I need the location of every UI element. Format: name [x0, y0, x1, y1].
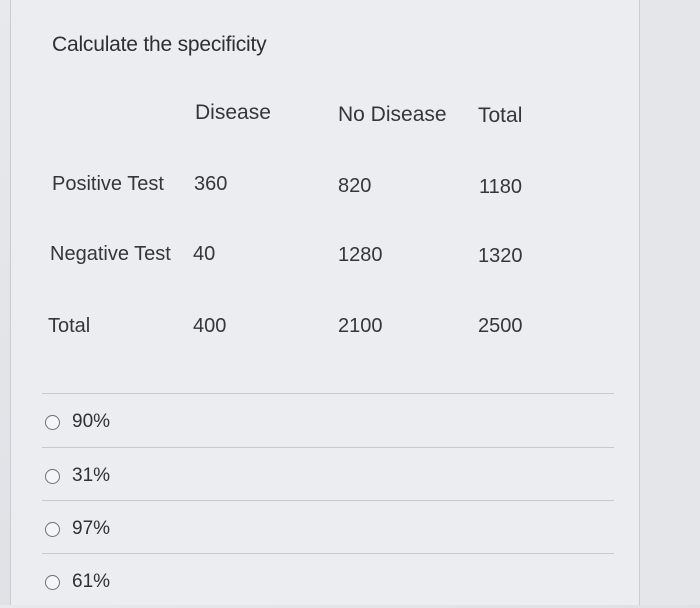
- answer-option-label: 31%: [72, 465, 111, 486]
- divider: [42, 447, 614, 448]
- cell-no-disease: 820: [338, 175, 372, 197]
- cell-disease: 360: [194, 173, 228, 195]
- radio-button[interactable]: [45, 574, 60, 590]
- side-panel: [640, 0, 700, 605]
- cell-total: 1320: [478, 245, 523, 267]
- radio-button[interactable]: [45, 414, 60, 430]
- cell-total: 1180: [479, 176, 523, 198]
- row-label: Positive Test: [52, 173, 164, 195]
- answer-option[interactable]: 97%: [42, 503, 612, 555]
- answer-option[interactable]: 90%: [42, 396, 612, 448]
- radio-button[interactable]: [45, 521, 60, 537]
- header-total: Total: [478, 104, 523, 127]
- cell-no-disease: 2100: [338, 315, 383, 337]
- cell-total: 2500: [478, 315, 523, 337]
- divider: [42, 500, 614, 501]
- cell-no-disease: 1280: [338, 244, 383, 266]
- question-card: [10, 0, 640, 605]
- answer-option-label: 90%: [72, 411, 111, 432]
- row-label: Total: [48, 315, 91, 337]
- header-no-disease: No Disease: [338, 103, 447, 126]
- answer-option-label: 61%: [72, 571, 111, 592]
- cell-disease: 400: [193, 315, 227, 337]
- row-label: Negative Test: [50, 243, 171, 265]
- answer-option[interactable]: 61%: [42, 556, 612, 608]
- divider: [42, 393, 614, 394]
- header-disease: Disease: [195, 101, 271, 124]
- divider: [42, 553, 614, 554]
- question-text: Calculate the specificity: [52, 33, 267, 56]
- answer-option-label: 97%: [72, 518, 111, 539]
- answer-option[interactable]: 31%: [42, 450, 612, 502]
- cell-disease: 40: [193, 243, 216, 265]
- radio-button[interactable]: [45, 468, 60, 484]
